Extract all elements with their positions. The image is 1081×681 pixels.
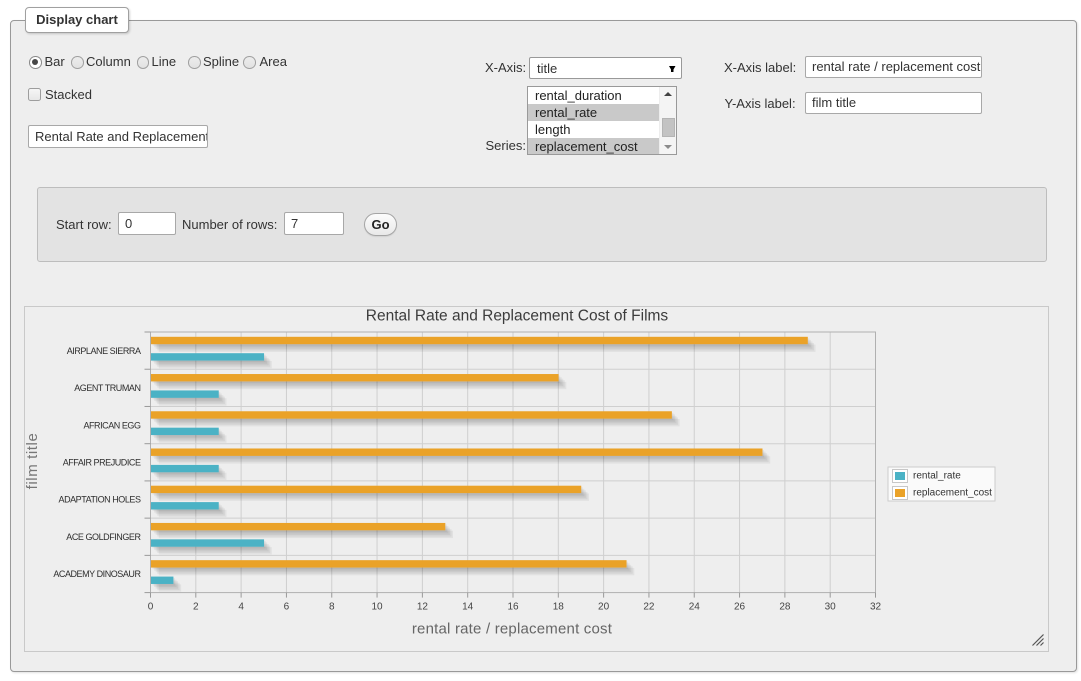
svg-text:AGENT TRUMAN: AGENT TRUMAN: [74, 383, 140, 393]
svg-text:0: 0: [148, 602, 154, 613]
svg-text:ADAPTATION HOLES: ADAPTATION HOLES: [59, 495, 141, 505]
svg-text:AIRPLANE SIERRA: AIRPLANE SIERRA: [67, 346, 141, 356]
svg-text:26: 26: [734, 602, 746, 613]
svg-text:30: 30: [825, 602, 837, 613]
svg-text:32: 32: [870, 602, 882, 613]
svg-text:AFFAIR PREJUDICE: AFFAIR PREJUDICE: [63, 458, 141, 468]
svg-text:rental_rate: rental_rate: [913, 470, 961, 481]
svg-text:22: 22: [643, 602, 655, 613]
svg-text:4: 4: [238, 602, 244, 613]
svg-text:16: 16: [507, 602, 519, 613]
svg-text:replacement_cost: replacement_cost: [913, 487, 992, 498]
svg-text:24: 24: [689, 602, 701, 613]
svg-text:10: 10: [371, 602, 383, 613]
svg-text:8: 8: [329, 602, 335, 613]
svg-text:ACADEMY DINOSAUR: ACADEMY DINOSAUR: [53, 569, 141, 579]
svg-text:6: 6: [284, 602, 290, 613]
svg-text:14: 14: [462, 602, 474, 613]
svg-text:18: 18: [553, 602, 565, 613]
svg-text:film title: film title: [24, 433, 41, 490]
svg-text:ACE GOLDFINGER: ACE GOLDFINGER: [66, 532, 141, 542]
svg-text:AFRICAN EGG: AFRICAN EGG: [83, 420, 141, 430]
svg-text:20: 20: [598, 602, 610, 613]
svg-text:rental rate / replacement cost: rental rate / replacement cost: [412, 621, 613, 638]
svg-text:12: 12: [417, 602, 429, 613]
svg-text:28: 28: [779, 602, 791, 613]
svg-text:2: 2: [193, 602, 199, 613]
svg-text:Rental Rate and Replacement Co: Rental Rate and Replacement Cost of Film…: [366, 308, 669, 325]
